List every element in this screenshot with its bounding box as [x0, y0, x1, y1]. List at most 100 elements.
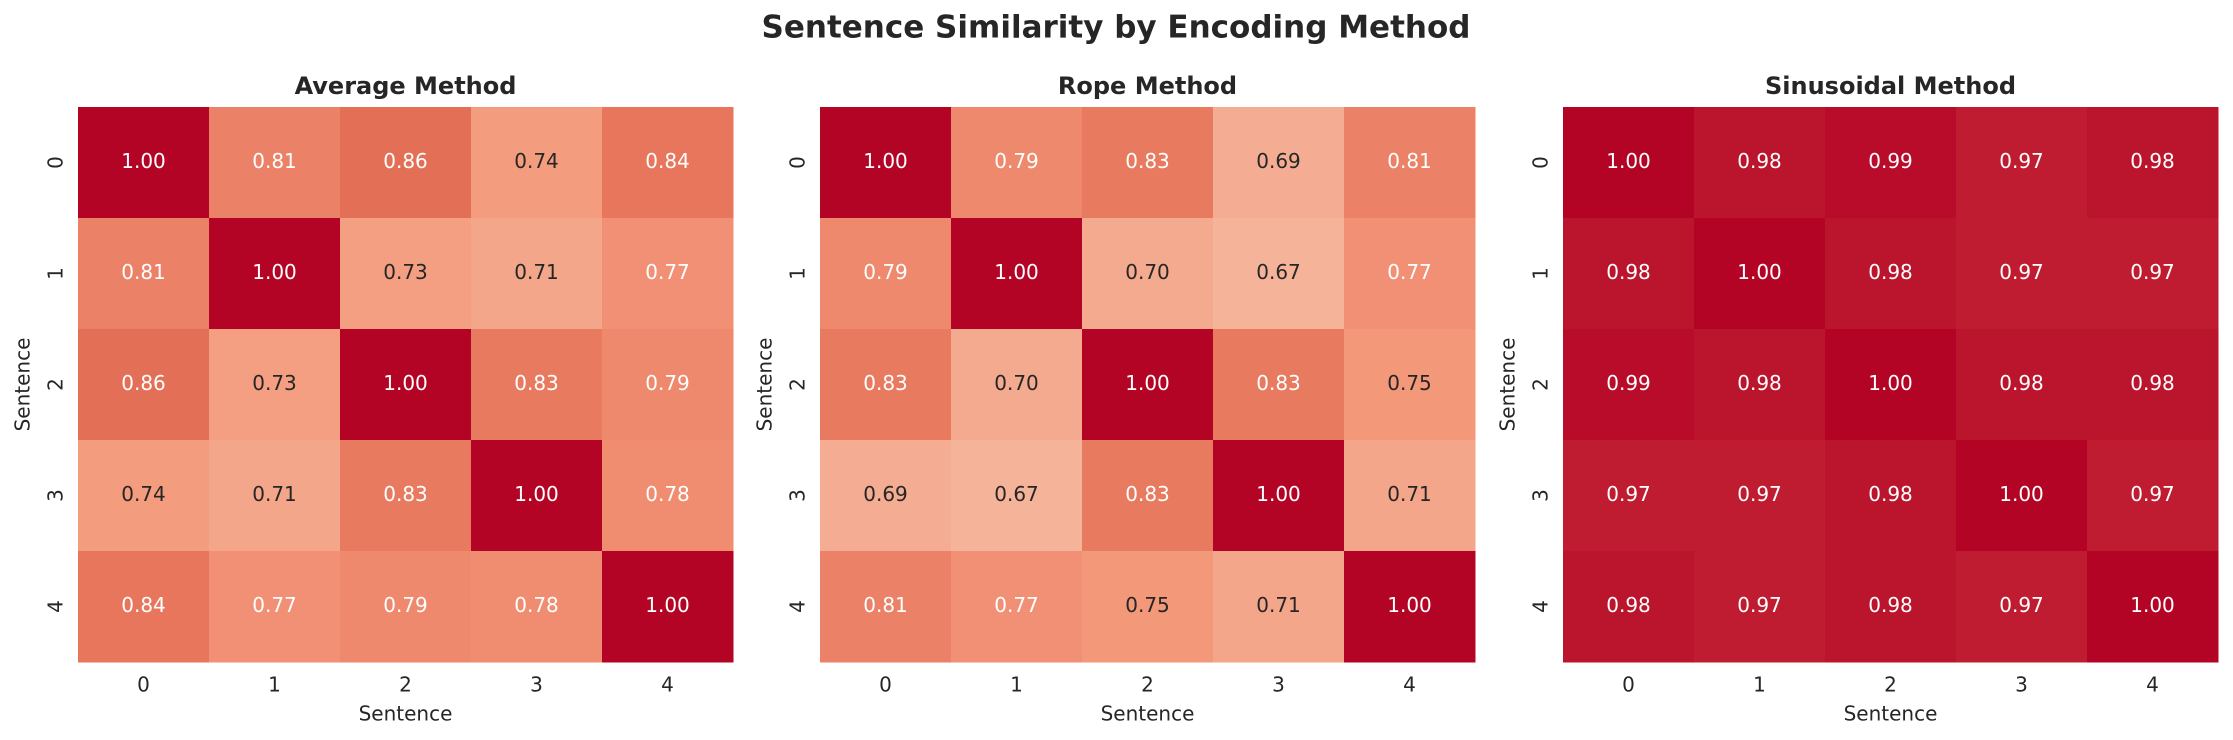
y-axis-label: Sentence: [11, 338, 35, 432]
heatmap-cell: [951, 440, 1083, 552]
heatmap-cell: [1956, 107, 2088, 219]
heatmap-cell: [1344, 107, 1476, 219]
y-tick-label: 2: [786, 378, 810, 391]
y-tick-label: 3: [1529, 489, 1553, 502]
heatmap-cell: [78, 107, 210, 219]
heatmap-cell: [2087, 551, 2219, 663]
y-tick-label: 0: [1529, 156, 1553, 169]
heatmap-cell: [1956, 440, 2088, 552]
heatmap-cell: [209, 551, 341, 663]
heatmap-cell: [78, 440, 210, 552]
cell-label: 1.00: [2130, 593, 2175, 617]
cell-label: 0.98: [1606, 593, 1651, 617]
heatmap-cell: [209, 440, 341, 552]
heatmap-cell: [820, 107, 952, 219]
x-tick-label: 3: [530, 673, 543, 697]
heatmap-cell: [209, 218, 341, 330]
cell-label: 0.98: [2130, 149, 2175, 173]
cell-label: 0.83: [863, 371, 908, 395]
heatmap-cell: [2087, 218, 2219, 330]
cell-label: 1.00: [383, 371, 428, 395]
heatmap-cell: [1082, 329, 1214, 441]
y-tick-label: 4: [44, 600, 68, 613]
y-tick-label: 3: [786, 489, 810, 502]
heatmap-cell: [1344, 440, 1476, 552]
cell-label: 0.71: [514, 260, 559, 284]
heatmap-cell: [602, 107, 734, 219]
cell-label: 0.74: [121, 482, 166, 506]
cell-label: 0.67: [994, 482, 1039, 506]
heatmap-cell: [1825, 329, 1957, 441]
cell-label: 0.74: [514, 149, 559, 173]
heatmap-cell: [1344, 218, 1476, 330]
cell-label: 0.69: [1256, 149, 1301, 173]
heatmap-cell: [1956, 218, 2088, 330]
cell-label: 1.00: [1256, 482, 1301, 506]
cell-label: 1.00: [863, 149, 908, 173]
heatmap-cell: [2087, 329, 2219, 441]
heatmap-cell: [1694, 551, 1826, 663]
y-tick-label: 2: [44, 378, 68, 391]
heatmap-cell: [1694, 218, 1826, 330]
heatmap-cell: [951, 218, 1083, 330]
heatmap-cell: [820, 551, 952, 663]
cell-label: 0.97: [1737, 593, 1782, 617]
heatmap-cell: [1082, 218, 1214, 330]
cell-label: 1.00: [1125, 371, 1170, 395]
x-tick-label: 3: [1272, 673, 1285, 697]
heatmap-cell: [1563, 107, 1695, 219]
cell-label: 1.00: [1999, 482, 2044, 506]
y-tick-label: 2: [1529, 378, 1553, 391]
heatmap-cell: [1213, 107, 1345, 219]
heatmap-cell: [1082, 107, 1214, 219]
cell-label: 1.00: [1868, 371, 1913, 395]
heatmap-cell: [209, 107, 341, 219]
cell-label: 1.00: [994, 260, 1039, 284]
cell-label: 0.81: [1387, 149, 1432, 173]
subplot-title: Average Method: [295, 72, 517, 100]
cell-label: 0.78: [645, 482, 690, 506]
cell-label: 0.86: [121, 371, 166, 395]
cell-label: 1.00: [121, 149, 166, 173]
heatmap-cell: [602, 218, 734, 330]
x-tick-label: 4: [2146, 673, 2159, 697]
cell-label: 0.97: [1999, 593, 2044, 617]
y-tick-label: 1: [44, 267, 68, 280]
cell-label: 0.70: [994, 371, 1039, 395]
x-tick-label: 0: [137, 673, 150, 697]
cell-label: 0.98: [1999, 371, 2044, 395]
y-tick-label: 3: [44, 489, 68, 502]
cell-label: 0.97: [1999, 149, 2044, 173]
cell-label: 0.98: [2130, 371, 2175, 395]
cell-label: 1.00: [645, 593, 690, 617]
heatmap-cell: [1563, 329, 1695, 441]
heatmap-cell: [1825, 551, 1957, 663]
heatmap-cell: [1213, 440, 1345, 552]
cell-label: 0.83: [1256, 371, 1301, 395]
heatmap-cell: [2087, 440, 2219, 552]
cell-label: 1.00: [1737, 260, 1782, 284]
cell-label: 0.79: [383, 593, 428, 617]
heatmap-cell: [340, 551, 472, 663]
cell-label: 0.86: [383, 149, 428, 173]
cell-label: 0.98: [1868, 482, 1913, 506]
cell-label: 0.78: [514, 593, 559, 617]
cell-label: 0.83: [514, 371, 559, 395]
cell-label: 0.73: [383, 260, 428, 284]
x-tick-label: 2: [1884, 673, 1897, 697]
cell-label: 0.70: [1125, 260, 1170, 284]
heatmap-cell: [951, 107, 1083, 219]
cell-label: 0.97: [2130, 260, 2175, 284]
cell-label: 0.75: [1387, 371, 1432, 395]
heatmap-cell: [602, 329, 734, 441]
cell-label: 0.97: [1737, 482, 1782, 506]
cell-label: 0.98: [1868, 260, 1913, 284]
x-axis-label: Sentence: [1101, 702, 1195, 726]
y-tick-label: 1: [1529, 267, 1553, 280]
heatmap-cell: [1213, 551, 1345, 663]
x-tick-label: 1: [1753, 673, 1766, 697]
y-tick-label: 4: [786, 600, 810, 613]
heatmap-cell: [951, 551, 1083, 663]
heatmap-cell: [2087, 107, 2219, 219]
